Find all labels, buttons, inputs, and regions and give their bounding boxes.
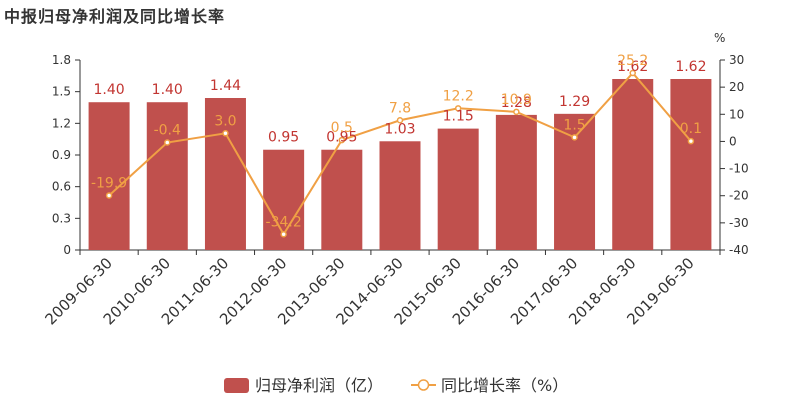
bar-value-label: 1.62: [675, 59, 706, 75]
data-labels: 1.40 1.40 1.44 0.95 0.95 1.03 1.15 1.28 1.29 1.62…: [91, 53, 707, 230]
line-value-label: 7.8: [389, 100, 411, 116]
line-value-label: -34.2: [266, 214, 302, 230]
bar: [612, 79, 654, 250]
y-right-tick-label: -40: [729, 243, 749, 257]
line-value-label: 0.1: [680, 121, 702, 137]
line-point: [222, 130, 229, 137]
line-value-label: 12.2: [443, 88, 474, 104]
bar-value-label: 1.29: [559, 94, 590, 110]
y-left-tick-label: 0.9: [52, 148, 71, 162]
line-value-label: 1.5: [563, 117, 585, 133]
y-right-tick-label: 0: [729, 134, 737, 148]
line-value-label: 0.5: [331, 120, 353, 136]
legend-bar-swatch: [224, 378, 249, 393]
line-point: [513, 108, 520, 116]
bar: [495, 114, 537, 250]
bar-value-label: 1.28: [501, 95, 532, 111]
line-point: [396, 117, 404, 124]
y-left-tick-label: 1.8: [52, 53, 71, 67]
line-point: [629, 69, 636, 77]
line-value-label: 10.9: [501, 92, 532, 108]
bar-series: [88, 79, 712, 250]
bar: [88, 102, 130, 250]
y-left-tick-label: 0.6: [52, 180, 71, 194]
line-value-label: 25.2: [617, 53, 648, 69]
bar-value-label: 0.95: [268, 130, 299, 146]
bar: [146, 102, 188, 250]
bar: [321, 149, 363, 250]
y-right-tick-label: -10: [729, 162, 749, 176]
bar-value-label: 1.03: [384, 121, 415, 137]
line-point: [164, 139, 171, 146]
legend[interactable]: 归母净利润（亿） 同比增长率（%）: [224, 376, 568, 395]
line-value-label: 3.0: [214, 113, 236, 129]
line-point: [687, 137, 695, 145]
bar-value-label: 0.95: [326, 130, 357, 146]
line-point: [280, 231, 287, 238]
legend-bar-label: 归母净利润（亿）: [255, 376, 383, 395]
y-left-tick-label: 1.5: [52, 85, 71, 99]
bar-value-label: 1.40: [152, 82, 183, 98]
y-right-tick-label: -30: [729, 216, 749, 230]
line-point: [338, 136, 346, 144]
line-value-label: -19.9: [91, 175, 127, 191]
bar-value-label: 1.15: [443, 109, 474, 125]
y-left-tick-label: 0: [63, 243, 71, 257]
bar: [204, 98, 246, 250]
y-right-tick-label: 30: [729, 53, 744, 67]
bar-value-label: 1.44: [210, 78, 241, 94]
legend-line-marker: [417, 379, 430, 391]
bar: [670, 79, 712, 250]
bar-value-label: 1.62: [617, 59, 648, 75]
line-series: [105, 69, 695, 238]
y-left-tick-label: 1.2: [52, 116, 71, 130]
bar: [379, 141, 421, 250]
y-right-tick-label: 20: [729, 80, 744, 94]
bar-value-label: 1.40: [94, 82, 125, 98]
chart-title: 中报归母净利润及同比增长率: [4, 7, 226, 26]
y-right-tick-label: 10: [729, 107, 744, 121]
legend-line-label: 同比增长率（%）: [441, 376, 568, 395]
bar: [437, 128, 479, 250]
line-point: [454, 105, 462, 112]
y-right-tick-label: -20: [729, 189, 749, 203]
line-point: [571, 134, 578, 141]
y-right-unit-label: %: [714, 31, 725, 45]
y-left-tick-label: 0.3: [52, 211, 71, 225]
line-point: [105, 192, 113, 199]
line-value-label: -0.4: [154, 123, 181, 139]
